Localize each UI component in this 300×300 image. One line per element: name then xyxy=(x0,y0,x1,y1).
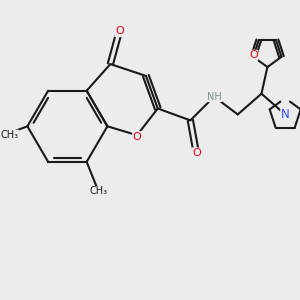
Text: O: O xyxy=(192,148,201,158)
Text: N: N xyxy=(281,108,290,121)
Text: CH₃: CH₃ xyxy=(1,130,19,140)
Text: O: O xyxy=(115,26,124,37)
Text: O: O xyxy=(133,132,141,142)
Text: O: O xyxy=(249,50,258,60)
Text: CH₃: CH₃ xyxy=(89,187,108,196)
Text: NH: NH xyxy=(207,92,221,102)
